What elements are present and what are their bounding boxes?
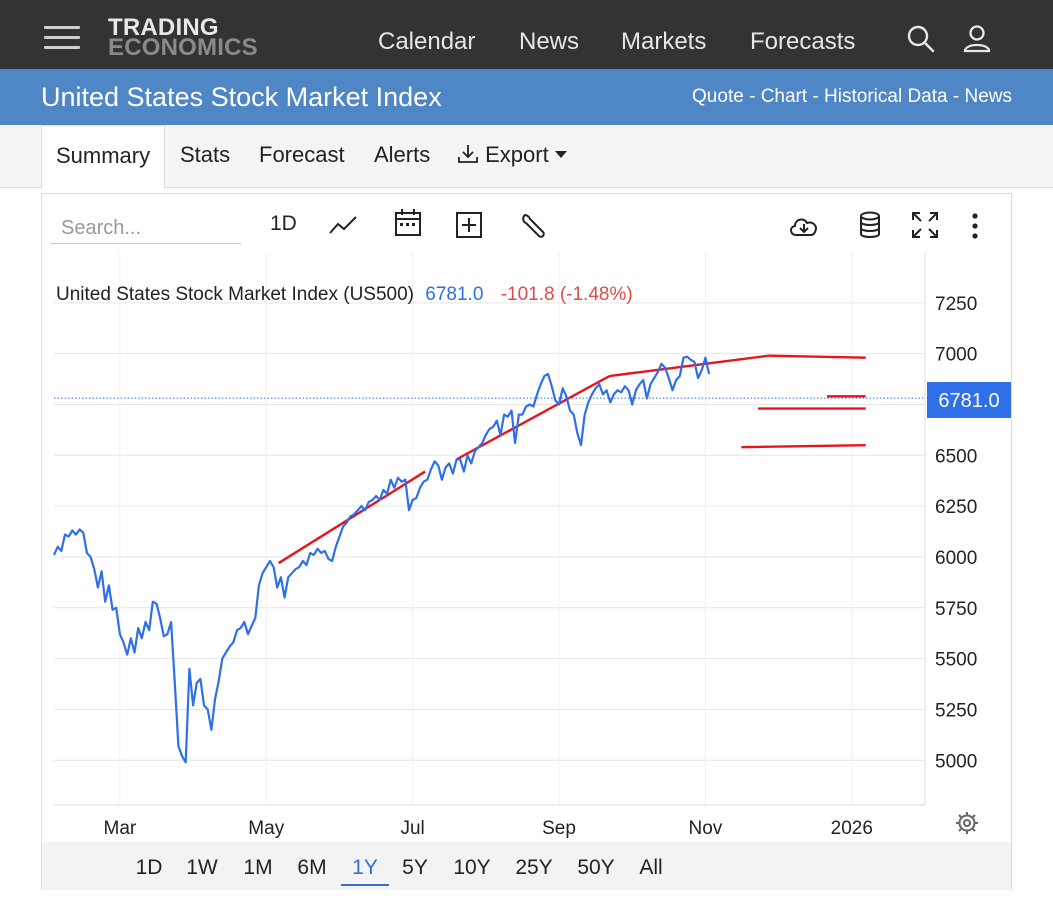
caret-down-icon xyxy=(554,151,567,158)
chart-container: 1D 5000 5250 5500 5750 6000 6250 6500 7000 7250 M… xyxy=(41,193,1012,890)
logo-line2: ECONOMICS xyxy=(108,34,258,61)
x-tick-label: Mar xyxy=(104,818,137,839)
range-1d[interactable]: 1D xyxy=(135,856,163,879)
link-quote[interactable]: Quote xyxy=(692,86,744,107)
chart-legend: United States Stock Market Index (US500)… xyxy=(56,284,633,305)
quick-links: Quote - Chart - Historical Data - News xyxy=(692,86,1012,108)
link-separator: - xyxy=(743,86,761,107)
range-6m[interactable]: 6M xyxy=(297,856,327,879)
link-news[interactable]: News xyxy=(964,86,1012,107)
wrench-icon[interactable] xyxy=(519,208,549,244)
range-5y[interactable]: 5Y xyxy=(402,856,428,879)
more-vert-icon[interactable] xyxy=(968,208,982,244)
range-1w[interactable]: 1W xyxy=(186,856,218,879)
chart-axes: 5000 5250 5500 5750 6000 6250 6500 7000 7250 Mar M… xyxy=(54,252,977,839)
range-50y[interactable]: 50Y xyxy=(577,856,615,879)
calendar-icon[interactable] xyxy=(393,205,423,241)
range-10y[interactable]: 10Y xyxy=(453,856,491,879)
price-line xyxy=(52,355,711,764)
interval-button[interactable]: 1D xyxy=(270,212,297,235)
nav-forecasts[interactable]: Forecasts xyxy=(750,28,856,55)
link-separator: - xyxy=(807,86,825,107)
compare-add-icon[interactable] xyxy=(454,207,484,243)
legend-change: -101.8 (-1.48%) xyxy=(501,284,633,305)
trend-line xyxy=(455,374,611,461)
y-tick-label: 6000 xyxy=(935,548,977,569)
cloud-download-icon[interactable] xyxy=(787,209,821,245)
title-bar: United States Stock Market Index Quote -… xyxy=(0,69,1053,125)
nav-calendar[interactable]: Calendar xyxy=(378,28,476,55)
range-1m[interactable]: 1M xyxy=(243,856,273,879)
y-tick-label: 7000 xyxy=(935,345,977,366)
user-icon[interactable] xyxy=(962,24,992,54)
line-chart-icon[interactable] xyxy=(328,208,358,244)
y-tick-label: 6250 xyxy=(935,497,977,518)
legend-name: United States Stock Market Index (US500) xyxy=(56,284,414,305)
price-tag: 6781.0 xyxy=(938,390,999,412)
price-chart[interactable]: 5000 5250 5500 5750 6000 6250 6500 7000 7250 Mar M… xyxy=(42,194,1011,842)
tab-summary[interactable]: Summary xyxy=(41,125,166,189)
x-tick-label: Jul xyxy=(400,818,424,839)
link-historical-data[interactable]: Historical Data xyxy=(824,86,948,107)
trend-line xyxy=(278,470,426,565)
chart-grid xyxy=(54,252,925,805)
range-25y[interactable]: 25Y xyxy=(515,856,553,879)
range-selector: 1D 1W 1M 6M 1Y 5Y 10Y 25Y 50Y All xyxy=(42,842,1011,890)
tabs-bar: Summary Stats Forecast Alerts Export xyxy=(0,125,1053,189)
download-icon xyxy=(458,145,478,163)
logo[interactable]: TRADING ECONOMICS xyxy=(108,14,258,61)
tab-alerts[interactable]: Alerts xyxy=(374,142,431,167)
database-icon[interactable] xyxy=(857,207,883,243)
nav-markets[interactable]: Markets xyxy=(621,28,707,55)
y-tick-label: 5000 xyxy=(935,751,977,772)
y-tick-label: 5750 xyxy=(935,599,977,620)
y-tick-label: 7250 xyxy=(935,294,977,315)
link-chart[interactable]: Chart xyxy=(760,86,808,107)
price-series xyxy=(52,355,925,764)
legend-last: 6781.0 xyxy=(425,284,483,305)
top-navigation-bar: TRADING ECONOMICS Calendar News Markets … xyxy=(0,0,1053,69)
logo-line1: TRADING xyxy=(108,14,219,41)
x-tick-label: Sep xyxy=(542,818,576,839)
trend-line xyxy=(741,443,866,449)
tab-stats[interactable]: Stats xyxy=(180,142,231,167)
fullscreen-icon[interactable] xyxy=(910,207,940,243)
x-tick-label: 2026 xyxy=(831,818,873,839)
y-tick-label: 5500 xyxy=(935,650,977,671)
export-label: Export xyxy=(485,142,549,167)
search-icon[interactable] xyxy=(906,24,936,54)
menu-icon[interactable] xyxy=(44,24,80,50)
nav-news[interactable]: News xyxy=(519,28,580,55)
settings-icon[interactable] xyxy=(956,812,978,834)
y-tick-label: 5250 xyxy=(935,700,977,721)
trend-line xyxy=(769,354,866,359)
page-title: United States Stock Market Index xyxy=(41,82,442,112)
link-separator: - xyxy=(947,86,965,107)
x-tick-label: Nov xyxy=(689,818,723,839)
tab-export[interactable]: Export xyxy=(457,125,567,188)
range-all[interactable]: All xyxy=(639,856,663,879)
search-input[interactable] xyxy=(51,214,241,244)
tab-forecast[interactable]: Forecast xyxy=(259,142,345,167)
range-1y[interactable]: 1Y xyxy=(341,852,389,886)
y-tick-label: 6500 xyxy=(935,446,977,467)
trend-lines xyxy=(278,354,866,565)
trend-line xyxy=(609,354,770,378)
x-tick-label: May xyxy=(248,818,284,839)
price-tag-box xyxy=(927,382,1011,418)
